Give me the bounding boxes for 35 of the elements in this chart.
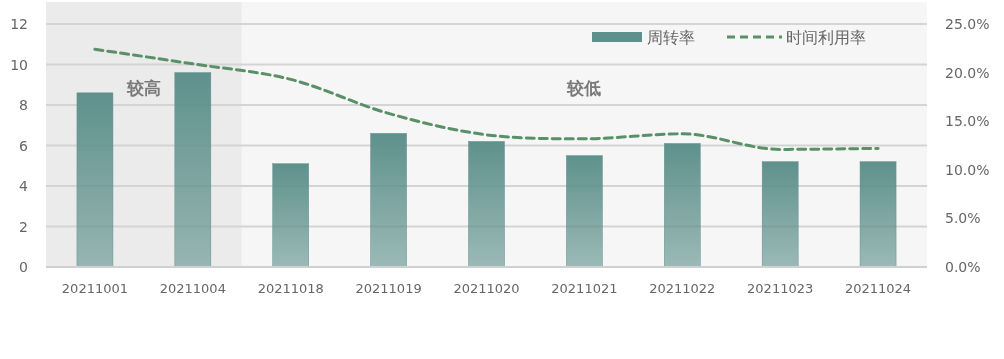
y-tick-label: 6 bbox=[19, 137, 29, 154]
bar bbox=[761, 161, 799, 268]
y2-tick-label: 10.0% bbox=[945, 161, 990, 178]
y2-tick-label: 20.0% bbox=[945, 64, 990, 81]
y-tick-label: 10 bbox=[10, 56, 28, 73]
x-tick-label: 20211020 bbox=[453, 281, 520, 296]
bar bbox=[76, 92, 114, 268]
x-tick-label: 20211023 bbox=[747, 281, 814, 296]
bar bbox=[174, 72, 212, 268]
y-tick-label: 0 bbox=[19, 259, 28, 275]
bar bbox=[566, 155, 603, 268]
x-tick-label: 20211024 bbox=[844, 281, 912, 296]
x-tick-label: 20211019 bbox=[355, 281, 422, 296]
y-tick-label: 2 bbox=[19, 218, 28, 235]
y-tick-label: 8 bbox=[19, 97, 28, 113]
x-tick-label: 20211018 bbox=[257, 281, 324, 296]
y2-tick-label: 0.0% bbox=[945, 259, 981, 275]
x-tick-label: 20211021 bbox=[551, 281, 618, 296]
y2-tick-label: 15.0% bbox=[945, 113, 990, 130]
y2-tick-label: 25.0% bbox=[945, 16, 990, 32]
y-tick-label: 4 bbox=[19, 178, 29, 194]
bar bbox=[664, 143, 701, 268]
bar bbox=[859, 161, 897, 268]
bar bbox=[468, 141, 505, 268]
bar bbox=[272, 163, 309, 268]
band-label: 较低 bbox=[566, 78, 602, 98]
legend-label: 周转率 bbox=[647, 28, 695, 47]
y-tick-label: 12 bbox=[10, 16, 28, 32]
x-tick-label: 20211004 bbox=[159, 281, 226, 296]
bar bbox=[370, 133, 407, 268]
x-tick-label: 20211022 bbox=[649, 281, 716, 296]
band-label: 较高 bbox=[125, 78, 161, 98]
x-tick-label: 20211001 bbox=[61, 281, 129, 296]
legend-label: 时间利用率 bbox=[786, 28, 866, 47]
y2-tick-label: 5.0% bbox=[945, 210, 981, 227]
